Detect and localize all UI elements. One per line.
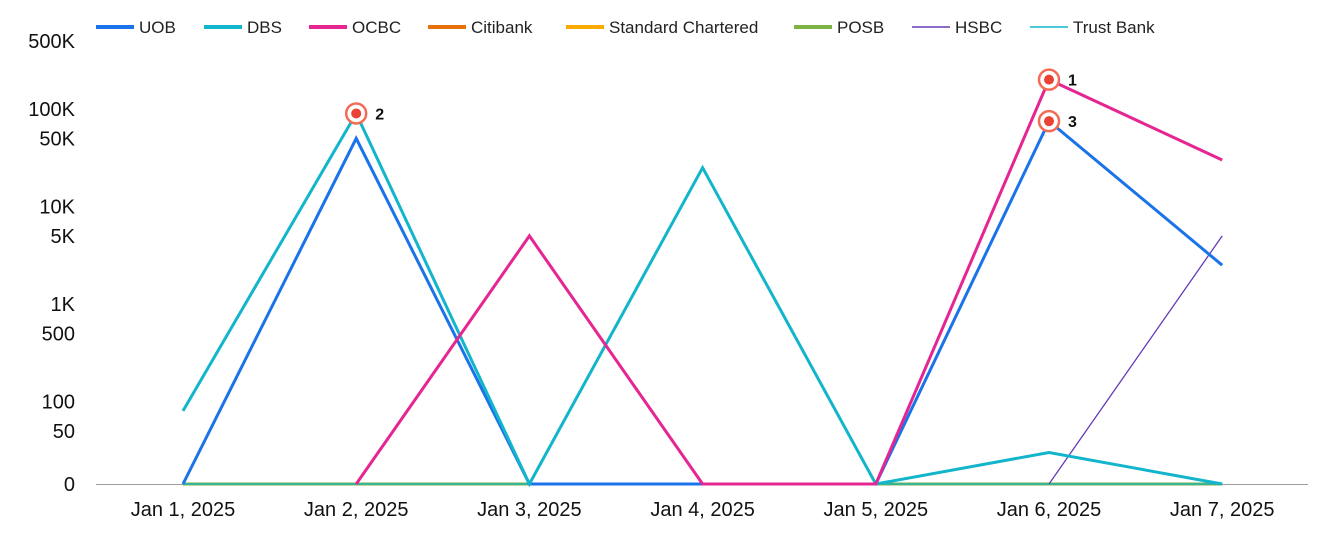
- legend-label: HSBC: [955, 18, 1002, 37]
- y-tick-label: 100: [42, 392, 75, 414]
- x-tick-label: Jan 4, 2025: [650, 499, 755, 521]
- y-axis: 0 50 100 500 1K 5K 10K 50K 100K 500K: [28, 31, 75, 496]
- legend-item-hsbc[interactable]: HSBC: [912, 18, 1002, 37]
- series-line-dbs: [181, 110, 1223, 488]
- series-lines: [181, 77, 1224, 488]
- legend-item-trust-bank[interactable]: Trust Bank: [1030, 18, 1155, 37]
- x-tick-label: Jan 1, 2025: [131, 499, 236, 521]
- y-tick-label: 1K: [51, 294, 76, 316]
- marker-label: 2: [375, 106, 384, 123]
- y-tick-label: 10K: [39, 197, 75, 219]
- legend-item-ocbc[interactable]: OCBC: [309, 18, 401, 37]
- legend-label: Trust Bank: [1073, 18, 1155, 37]
- x-tick-label: Jan 2, 2025: [304, 499, 409, 521]
- y-tick-label: 50: [53, 421, 75, 443]
- y-tick-label: 50K: [39, 128, 75, 150]
- series-line-uob: [181, 118, 1224, 486]
- marker-dot: [1044, 74, 1054, 85]
- annotation-marker-1[interactable]: 1: [1037, 68, 1077, 91]
- x-tick-label: Jan 5, 2025: [824, 499, 929, 521]
- series-line-ocbc: [354, 77, 1223, 486]
- marker-label: 1: [1068, 73, 1077, 90]
- y-tick-label: 500K: [28, 31, 75, 53]
- y-tick-label: 100K: [28, 99, 75, 121]
- legend-item-citibank[interactable]: Citibank: [428, 18, 533, 37]
- legend-item-uob[interactable]: UOB: [96, 18, 176, 37]
- marker-label: 3: [1068, 114, 1077, 131]
- x-tick-label: Jan 3, 2025: [477, 499, 582, 521]
- legend-item-standard-chartered[interactable]: Standard Chartered: [566, 18, 758, 37]
- legend-label: DBS: [247, 18, 282, 37]
- legend-item-posb[interactable]: POSB: [794, 18, 884, 37]
- y-tick-label: 5K: [51, 226, 76, 248]
- y-tick-label: 500: [42, 323, 75, 345]
- x-tick-label: Jan 6, 2025: [997, 499, 1102, 521]
- annotations: 1 2 3: [344, 68, 1077, 133]
- x-tick-label: Jan 7, 2025: [1170, 499, 1275, 521]
- legend-label: POSB: [837, 18, 884, 37]
- legend-label: Standard Chartered: [609, 18, 758, 37]
- legend-label: Citibank: [471, 18, 533, 37]
- marker-dot: [1044, 116, 1054, 127]
- series-line-hsbc: [1048, 235, 1223, 485]
- x-axis: Jan 1, 2025 Jan 2, 2025 Jan 3, 2025 Jan 4, …: [96, 484, 1308, 521]
- legend-label: UOB: [139, 18, 176, 37]
- annotation-marker-3[interactable]: 3: [1037, 109, 1077, 133]
- y-tick-label: 0: [64, 474, 75, 496]
- marker-dot: [351, 108, 362, 119]
- chart-legend: UOB DBS OCBC Citibank Standard Chartered POSB…: [96, 18, 1155, 37]
- legend-item-dbs[interactable]: DBS: [204, 18, 282, 37]
- annotation-marker-2[interactable]: 2: [344, 102, 384, 125]
- legend-label: OCBC: [352, 18, 401, 37]
